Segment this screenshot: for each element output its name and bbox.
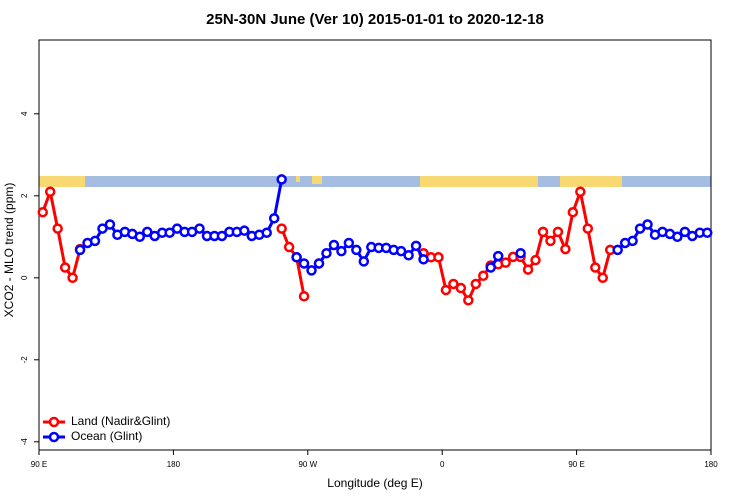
point xyxy=(433,252,444,263)
point xyxy=(448,278,459,290)
point xyxy=(395,245,407,257)
land-band xyxy=(296,176,300,182)
point xyxy=(239,225,250,236)
point xyxy=(336,245,347,257)
point xyxy=(582,223,594,234)
point xyxy=(410,240,422,252)
point xyxy=(455,282,467,294)
x-axis-title: Longitude (deg E) xyxy=(327,476,422,490)
y-tick-label: 2 xyxy=(20,193,29,198)
point xyxy=(134,231,146,243)
legend-label: Ocean (Glint) xyxy=(71,429,142,443)
point xyxy=(59,262,71,273)
point xyxy=(522,264,534,275)
point xyxy=(52,223,63,234)
point xyxy=(485,262,496,273)
chart-title: 25N-30N June (Ver 10) 2015-01-01 to 2020… xyxy=(206,11,544,28)
x-tick-label: 90 E xyxy=(31,460,47,469)
point xyxy=(44,186,56,197)
point xyxy=(97,223,108,234)
point xyxy=(634,223,646,234)
land-band xyxy=(560,176,622,187)
point xyxy=(276,174,287,185)
point xyxy=(276,223,287,234)
y-tick-label: 4 xyxy=(20,111,29,116)
x-tick-label: 0 xyxy=(440,460,445,469)
point xyxy=(351,244,362,256)
point xyxy=(545,235,556,247)
point xyxy=(321,247,332,259)
point xyxy=(343,237,355,249)
land-band xyxy=(312,176,322,184)
point xyxy=(291,252,302,263)
point xyxy=(590,262,601,273)
legend-marker xyxy=(48,416,60,428)
x-tick-label: 90 W xyxy=(298,460,317,469)
y-axis-title: XCO2 - MLO trend (ppm) xyxy=(2,183,16,318)
point xyxy=(627,235,638,247)
land-band xyxy=(39,176,85,187)
point xyxy=(515,247,526,259)
point xyxy=(142,226,153,238)
point xyxy=(194,223,205,234)
x-tick-label: 90 E xyxy=(568,460,584,469)
point xyxy=(67,272,78,284)
ocean-band xyxy=(39,176,711,187)
y-tick-label: -4 xyxy=(20,438,29,446)
point xyxy=(358,256,370,267)
point xyxy=(403,250,414,261)
point xyxy=(552,226,564,238)
point xyxy=(328,239,340,251)
point xyxy=(298,258,310,269)
y-tick-label: 0 xyxy=(20,275,29,280)
point xyxy=(74,244,86,256)
point xyxy=(500,257,511,268)
point xyxy=(164,227,175,238)
point xyxy=(268,213,280,224)
land-band xyxy=(420,176,538,187)
point xyxy=(537,226,549,238)
x-tick-label: 180 xyxy=(167,460,181,469)
point xyxy=(702,227,713,238)
point xyxy=(89,235,101,247)
point xyxy=(597,272,608,284)
legend-marker xyxy=(48,431,60,443)
point xyxy=(298,291,310,302)
land-mask-band xyxy=(39,176,711,187)
point xyxy=(261,227,272,238)
point xyxy=(37,206,48,218)
point xyxy=(306,265,317,276)
x-tick-label: 180 xyxy=(704,460,718,469)
y-tick-label: -2 xyxy=(20,356,29,364)
point xyxy=(463,295,474,306)
point xyxy=(530,254,541,266)
point xyxy=(440,284,452,296)
point xyxy=(642,219,653,230)
point xyxy=(104,219,116,230)
legend-label: Land (Nadir&Glint) xyxy=(71,414,170,428)
point xyxy=(672,231,683,243)
point xyxy=(418,254,429,265)
point xyxy=(478,270,489,281)
plot-frame xyxy=(38,39,712,451)
point xyxy=(612,244,623,256)
point xyxy=(560,243,571,255)
point xyxy=(283,241,295,253)
point xyxy=(575,186,586,197)
point xyxy=(679,226,691,238)
point xyxy=(567,206,579,218)
point xyxy=(492,250,504,262)
point xyxy=(470,278,482,290)
point xyxy=(216,230,228,242)
point xyxy=(313,258,325,269)
